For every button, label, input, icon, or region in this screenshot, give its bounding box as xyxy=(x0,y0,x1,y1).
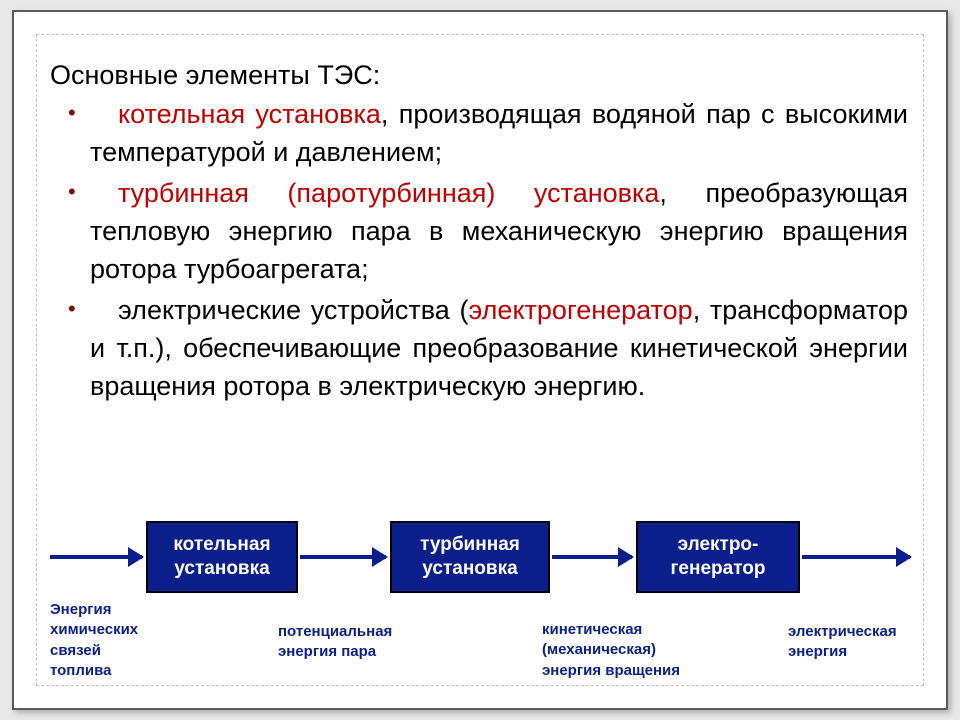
arrow-1 xyxy=(50,555,142,559)
caption-steam: потенциальнаяэнергия пара xyxy=(278,622,392,663)
block-turbine: турбиннаяустановка xyxy=(390,521,550,593)
caption-kinetic: кинетическая(механическая)энергия вращен… xyxy=(542,620,680,681)
page-title: Основные элементы ТЭС: xyxy=(50,60,918,91)
flow-diagram: котельнаяустановка турбиннаяустановка эл… xyxy=(50,502,910,702)
arrow-4 xyxy=(802,555,910,559)
highlight-text: котельная установка xyxy=(118,99,381,129)
bullet-item-2: турбинная (паротурбинная) установка, пре… xyxy=(90,174,908,289)
block-boiler: котельнаяустановка xyxy=(146,521,298,593)
bullet-item-3: электрические устройства (электрогенерат… xyxy=(90,291,908,406)
bullet-pre: электрические устройства ( xyxy=(118,295,468,325)
bullet-item-1: котельная установка, производящая водяно… xyxy=(90,95,908,172)
arrow-2 xyxy=(300,555,386,559)
caption-fuel: Энергияхимическихсвязейтоплива xyxy=(50,600,138,681)
highlight-text: турбинная (паротурбинная) установка xyxy=(118,178,659,208)
slide-page: Основные элементы ТЭС: котельная установ… xyxy=(12,10,948,710)
arrow-3 xyxy=(552,555,632,559)
block-generator: электро-генератор xyxy=(636,521,800,593)
bullet-list: котельная установка, производящая водяно… xyxy=(42,95,918,406)
caption-electric: электрическаяэнергия xyxy=(788,622,897,663)
highlight-text: электрогенератор xyxy=(468,295,692,325)
